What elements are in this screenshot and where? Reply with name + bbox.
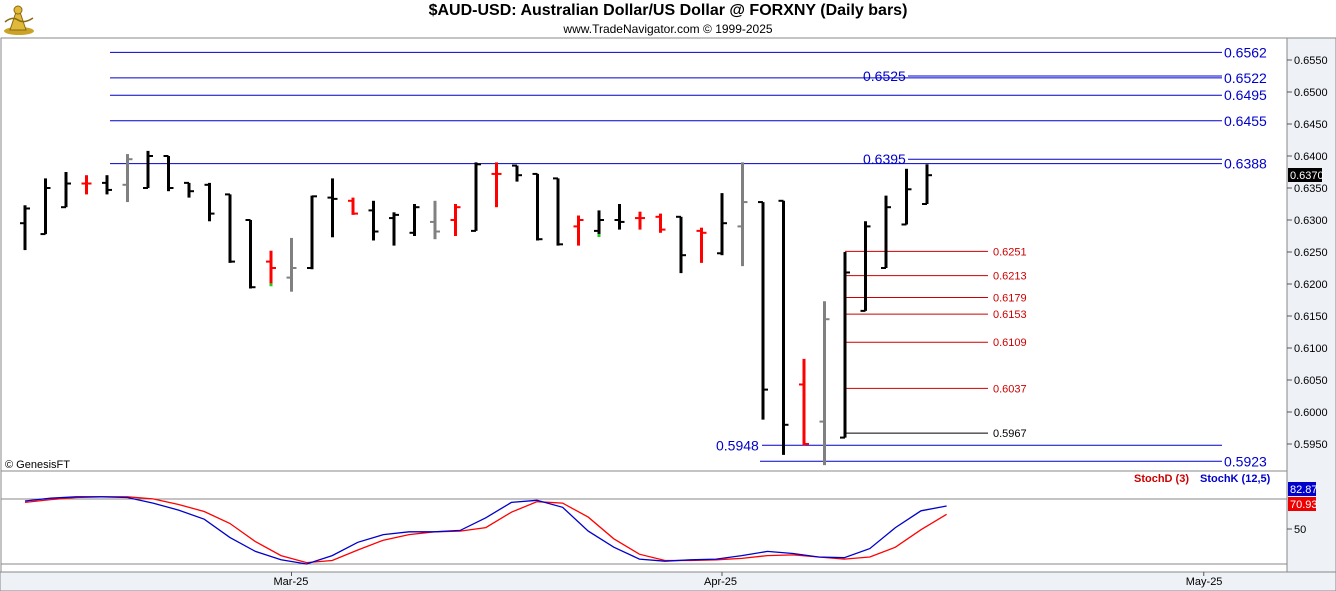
annotation-label: 0.5948	[716, 437, 759, 453]
ohlc-bar	[450, 204, 461, 236]
ohlc-bar	[40, 178, 51, 236]
stoch-d-value-tag	[1288, 497, 1316, 511]
ohlc-bar	[922, 164, 932, 205]
price-tick-label: 0.6400	[1294, 151, 1328, 163]
support-label: 0.6179	[993, 292, 1027, 304]
stoch-k-legend: StochK (12,5)	[1200, 473, 1271, 485]
time-axis-panel	[0, 571, 1336, 591]
ohlc-bar	[778, 199, 789, 455]
price-tick-label: 0.6450	[1294, 119, 1328, 131]
stoch-tick-label: 50	[1294, 524, 1306, 536]
price-tick-label: 0.6250	[1294, 247, 1328, 259]
ohlc-bar	[204, 182, 215, 222]
ohlc-bar	[655, 213, 666, 233]
ohlc-bar	[717, 193, 727, 256]
ohlc-bar	[61, 172, 71, 209]
ohlc-bar	[901, 168, 912, 226]
support-label: 0.6037	[993, 383, 1027, 395]
ohlc-bar	[819, 301, 830, 466]
last-price-label: 0.6370	[1290, 170, 1324, 182]
ohlc-bar	[163, 155, 174, 192]
low-marker	[597, 234, 601, 237]
ohlc-bar	[389, 212, 399, 246]
copyright-text: © GenesisFT	[5, 459, 70, 471]
ohlc-bar	[286, 237, 297, 292]
ohlc-bar	[491, 162, 502, 208]
ohlc-bar	[696, 227, 707, 263]
ohlc-bar	[184, 181, 194, 198]
price-tick-label: 0.6150	[1294, 311, 1328, 323]
last-price-tag	[1288, 168, 1322, 182]
ohlc-bar	[594, 210, 604, 236]
ohlc-bar	[635, 211, 645, 230]
ohlc-bar	[409, 204, 420, 236]
price-tick-label: 0.6550	[1294, 55, 1328, 67]
resistance-label: 0.6562	[1224, 44, 1267, 60]
ohlc-bar	[512, 164, 522, 182]
trade-navigator-logo	[4, 5, 34, 35]
time-tick-label: May-25	[1186, 576, 1223, 588]
stoch-k-line	[24, 496, 947, 565]
support-label: 0.6153	[993, 309, 1027, 321]
support-label: 0.6109	[993, 337, 1027, 349]
ohlc-bar	[614, 204, 625, 230]
ohlc-bar	[840, 252, 850, 439]
ohlc-bar	[532, 172, 543, 241]
annotation-label: 0.6525	[863, 68, 906, 84]
resistance-label: 0.6455	[1224, 113, 1267, 129]
chart-subtitle: www.TradeNavigator.com © 1999-2025	[563, 22, 773, 36]
price-panel	[0, 37, 1288, 472]
ohlc-bar	[143, 150, 153, 189]
ohlc-bar	[881, 195, 891, 269]
ohlc-bar	[430, 200, 440, 240]
ohlc-bar	[676, 215, 686, 274]
time-tick-label: Apr-25	[704, 576, 737, 588]
resistance-label: 0.6495	[1224, 87, 1267, 103]
price-tick-label: 0.6200	[1294, 279, 1328, 291]
stoch-k-value: 82.87	[1290, 484, 1318, 496]
ohlc-bar	[20, 205, 30, 251]
ohlc-bar	[225, 193, 235, 263]
price-tick-label: 0.6500	[1294, 87, 1328, 99]
price-tick-label: 0.5950	[1294, 439, 1328, 451]
annotation-label: 0.5967	[993, 428, 1027, 440]
low-marker	[269, 283, 273, 287]
stoch-d-value: 70.93	[1290, 499, 1318, 511]
ohlc-bar	[307, 195, 317, 270]
ohlc-bar	[81, 175, 92, 195]
support-label: 0.6213	[993, 271, 1027, 283]
stoch-k-value-tag	[1288, 482, 1316, 496]
resistance-label: 0.6388	[1224, 156, 1267, 172]
annotation-label: 0.6395	[863, 151, 906, 167]
stoch-d-legend: StochD (3)	[1134, 473, 1189, 485]
ohlc-bar	[573, 215, 584, 246]
price-tick-label: 0.6350	[1294, 183, 1328, 195]
ohlc-bar	[102, 175, 112, 195]
support-label: 0.6251	[993, 246, 1027, 258]
ohlc-bar	[799, 358, 809, 446]
ohlc-bar	[553, 177, 563, 246]
chart-title: $AUD-USD: Australian Dollar/US Dollar @ …	[428, 2, 908, 19]
price-tick-label: 0.6100	[1294, 343, 1328, 355]
stoch-d-line	[24, 496, 947, 564]
ohlc-bar	[368, 200, 379, 241]
resistance-label: 0.6522	[1224, 70, 1267, 86]
time-tick-label: Mar-25	[274, 576, 309, 588]
ohlc-bar	[122, 154, 133, 203]
price-tick-label: 0.6300	[1294, 215, 1328, 227]
price-tick-label: 0.6000	[1294, 407, 1328, 419]
ohlc-bar	[471, 162, 481, 232]
ohlc-bar	[348, 197, 358, 215]
ohlc-bar	[327, 178, 338, 238]
stoch-panel	[0, 470, 1288, 573]
resistance-label: 0.5923	[1224, 453, 1267, 469]
price-tick-label: 0.6050	[1294, 375, 1328, 387]
ohlc-bar	[758, 201, 768, 420]
ohlc-bar	[737, 162, 748, 267]
ohlc-bar	[860, 221, 871, 312]
ohlc-bar	[266, 250, 276, 286]
ohlc-bar	[245, 219, 256, 289]
